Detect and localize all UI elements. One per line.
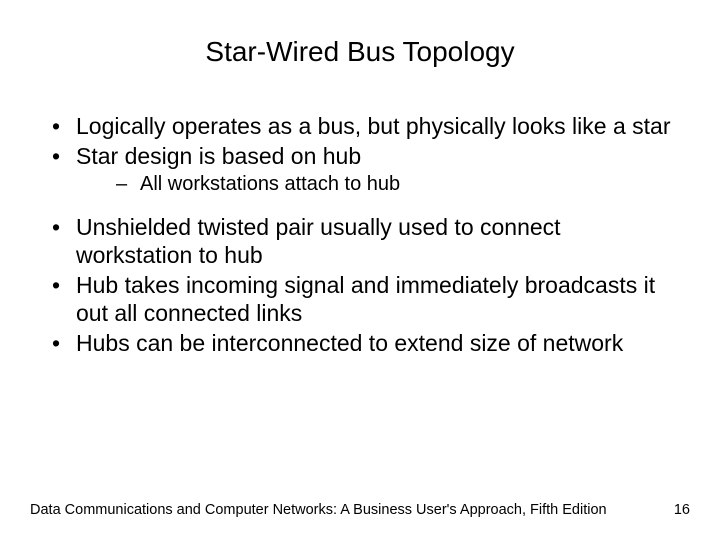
bullet-text: Star design is based on hub <box>76 143 361 169</box>
sub-bullet-list: All workstations attach to hub <box>76 172 680 197</box>
slide-footer: Data Communications and Computer Network… <box>30 502 690 518</box>
slide-content: Logically operates as a bus, but physica… <box>40 112 680 357</box>
slide: Star-Wired Bus Topology Logically operat… <box>0 0 720 540</box>
bullet-list: Logically operates as a bus, but physica… <box>40 112 680 197</box>
bullet-text: Logically operates as a bus, but physica… <box>76 113 670 139</box>
bullet-item: Hubs can be interconnected to extend siz… <box>40 329 680 357</box>
bullet-text: Hub takes incoming signal and immediatel… <box>76 272 655 326</box>
bullet-text: Hubs can be interconnected to extend siz… <box>76 330 623 356</box>
bullet-item: Unshielded twisted pair usually used to … <box>40 213 680 269</box>
bullet-item: Logically operates as a bus, but physica… <box>40 112 680 140</box>
page-number: 16 <box>674 502 690 518</box>
spacer <box>40 205 680 213</box>
bullet-item: Star design is based on hub All workstat… <box>40 142 680 197</box>
slide-title: Star-Wired Bus Topology <box>40 36 680 68</box>
bullet-item: Hub takes incoming signal and immediatel… <box>40 271 680 327</box>
footer-text: Data Communications and Computer Network… <box>30 502 607 518</box>
bullet-text: Unshielded twisted pair usually used to … <box>76 214 561 268</box>
sub-bullet-item: All workstations attach to hub <box>76 172 680 197</box>
sub-bullet-text: All workstations attach to hub <box>140 173 400 195</box>
bullet-list: Unshielded twisted pair usually used to … <box>40 213 680 357</box>
